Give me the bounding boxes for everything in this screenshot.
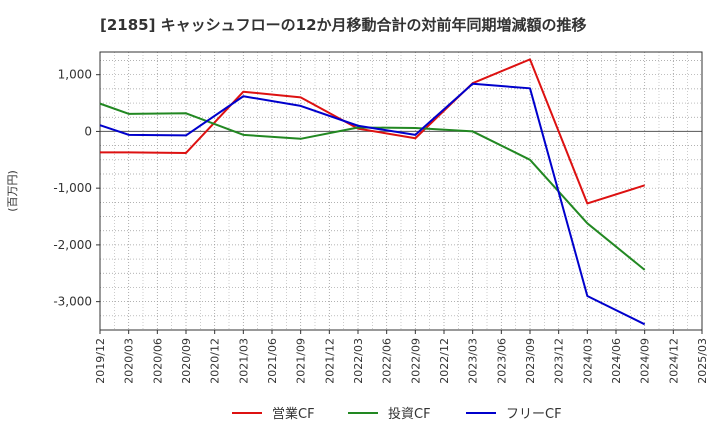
grid (99, 52, 703, 331)
x-tick-label: 2024/06 (610, 338, 623, 384)
x-tick-label: 2025/03 (696, 338, 709, 384)
legend-label: 投資CF (388, 406, 431, 422)
legend-label: フリーCF (506, 407, 562, 422)
axes (96, 51, 703, 334)
y-tick-label: 1,000 (58, 68, 92, 82)
chart-title: [2185] キャッシュフローの12か月移動合計の対前年同期増減額の推移 (100, 16, 587, 34)
x-tick-label: 2022/09 (409, 338, 422, 384)
x-tick-label: 2021/03 (237, 338, 250, 384)
x-tick-label: 2020/09 (180, 338, 193, 384)
series-line-2 (99, 82, 646, 326)
y-tick-label: -3,000 (53, 295, 92, 309)
plot-frame (99, 51, 703, 331)
x-tick-label: 2019/12 (94, 338, 107, 384)
legend: 営業CF 投資CF フリーCF (232, 406, 562, 422)
y-axis-label: (百万円) (6, 170, 19, 212)
legend-label: 営業CF (272, 406, 315, 422)
x-tick-label: 2022/12 (438, 338, 451, 384)
x-tick-label: 2023/03 (467, 338, 480, 384)
x-tick-label: 2024/12 (667, 338, 680, 384)
tick-labels: 1,000 0 -1,000 -2,000 -3,000 (百万円) 2019/12 2020… (6, 68, 709, 384)
x-tick-label: 2021/12 (323, 338, 336, 384)
x-tick-label: 2024/03 (581, 338, 594, 384)
x-tick-label: 2022/03 (352, 338, 365, 384)
x-tick-label: 2023/06 (495, 338, 508, 384)
x-tick-label: 2024/09 (639, 338, 652, 384)
y-tick-label: 0 (84, 124, 92, 138)
x-tick-label: 2021/09 (295, 338, 308, 384)
x-tick-label: 2020/06 (151, 338, 164, 384)
series-lines (99, 58, 646, 326)
y-tick-label: -1,000 (53, 181, 92, 195)
x-tick-label: 2022/06 (381, 338, 394, 384)
x-tick-label: 2023/09 (524, 338, 537, 384)
x-tick-label: 2023/12 (553, 338, 566, 384)
x-tick-label: 2020/03 (123, 338, 136, 384)
y-tick-label: -2,000 (53, 238, 92, 252)
x-tick-label: 2020/12 (209, 338, 222, 384)
x-tick-label: 2021/06 (266, 338, 279, 384)
